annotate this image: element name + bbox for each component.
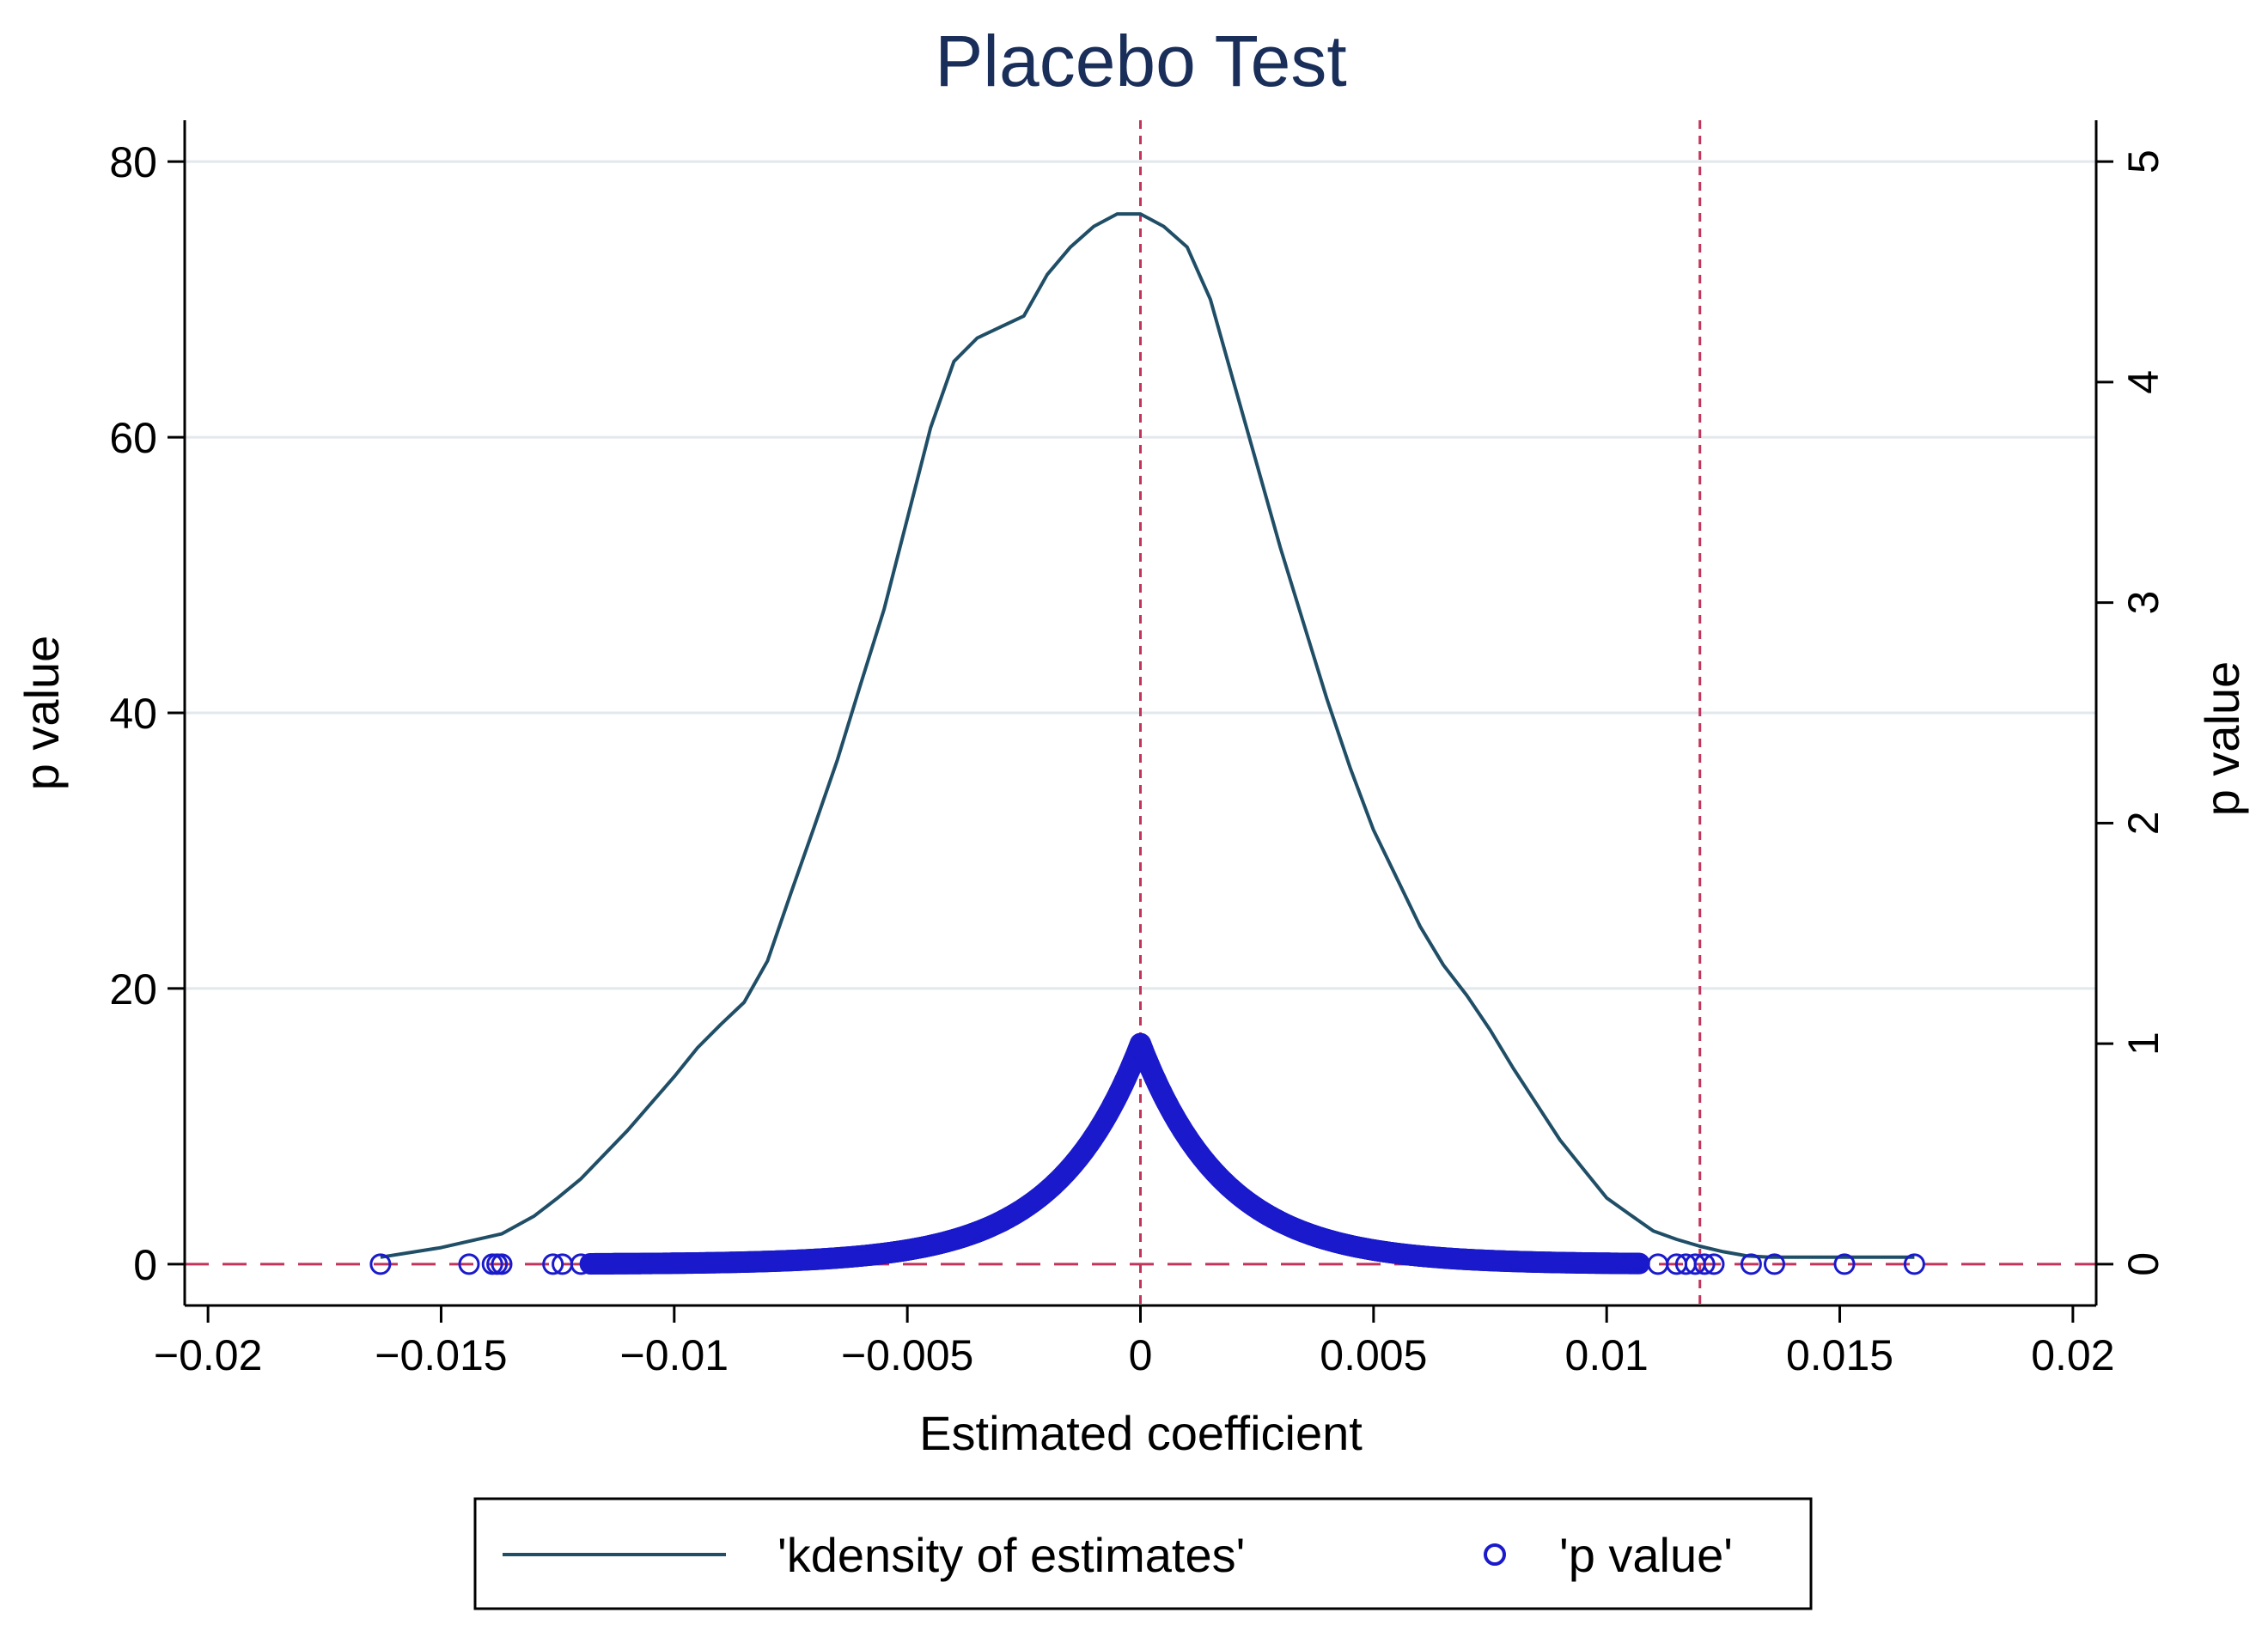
p-value-point — [570, 1253, 592, 1275]
right-y-axis-title: p value — [2195, 661, 2249, 817]
p-value-point — [458, 1253, 480, 1275]
x-tick-label: 0.02 — [2031, 1331, 2114, 1379]
right-y-tick-label: 2 — [2119, 811, 2167, 835]
left-y-tick-label: 20 — [109, 965, 157, 1013]
chart-title: Placebo Test — [935, 21, 1346, 101]
x-tick-label: −0.015 — [375, 1331, 507, 1379]
left-y-axis-ticks: 0 20 40 60 80 — [109, 138, 185, 1289]
right-y-axis-ticks: 0 1 2 3 4 5 — [2096, 149, 2167, 1276]
right-y-tick-label: 0 — [2119, 1252, 2167, 1276]
x-tick-label: −0.005 — [841, 1331, 973, 1379]
p-value-point — [1740, 1253, 1762, 1275]
left-y-axis-title: p value — [15, 636, 69, 791]
x-tick-label: −0.02 — [154, 1331, 263, 1379]
left-y-tick-label: 40 — [109, 690, 157, 738]
legend-marker-swatch — [1484, 1543, 1506, 1566]
left-y-tick-label: 80 — [109, 138, 157, 186]
left-y-tick-label: 0 — [133, 1241, 157, 1289]
reference-lines — [185, 120, 2096, 1305]
series-layer — [369, 212, 1925, 1275]
legend-entry-kdensity: 'kdensity of estimates' — [777, 1528, 1245, 1582]
p-value-point — [1693, 1253, 1716, 1275]
x-tick-label: 0 — [1129, 1331, 1153, 1379]
x-tick-label: 0.01 — [1565, 1331, 1649, 1379]
kdensity-line — [380, 212, 1915, 1259]
x-tick-label: −0.01 — [620, 1331, 729, 1379]
p-value-points — [369, 1032, 1925, 1275]
p-value-point — [369, 1253, 392, 1275]
right-y-tick-label: 1 — [2119, 1032, 2167, 1056]
right-y-tick-label: 5 — [2119, 149, 2167, 173]
p-value-point — [542, 1253, 564, 1275]
p-value-point — [1764, 1253, 1785, 1275]
right-y-tick-label: 3 — [2119, 591, 2167, 615]
p-value-point — [1703, 1253, 1725, 1275]
x-axis-ticks: −0.02 −0.015 −0.01 −0.005 0 0.005 0.01 0.015 0.0… — [154, 1305, 2115, 1379]
x-tick-label: 0.005 — [1320, 1331, 1427, 1379]
x-axis-title: Estimated coefficient — [919, 1406, 1363, 1460]
left-y-tick-label: 60 — [109, 414, 157, 462]
p-value-point — [491, 1253, 513, 1275]
p-value-point — [1903, 1253, 1925, 1275]
legend: 'kdensity of estimates' 'p value' — [473, 1497, 1813, 1610]
right-y-tick-label: 4 — [2119, 370, 2167, 394]
p-value-point — [1833, 1253, 1856, 1275]
x-tick-label: 0.015 — [1786, 1331, 1893, 1379]
legend-entry-p-value: 'p value' — [1559, 1528, 1733, 1582]
